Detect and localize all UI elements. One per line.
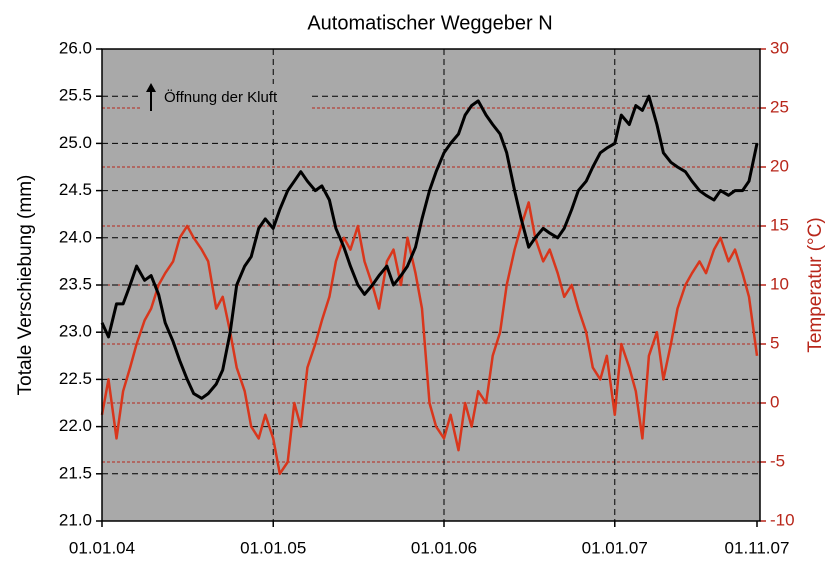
y2-tick-label: -10 bbox=[770, 510, 795, 529]
annotation-arrowhead bbox=[146, 83, 156, 92]
y-tick-label: 22.5 bbox=[59, 369, 92, 388]
y2-tick-label: 25 bbox=[770, 97, 789, 116]
x-tick-label: 01.01.06 bbox=[411, 538, 477, 557]
y2-axis-label: Temperatur (°C) bbox=[805, 217, 826, 352]
y2-tick-label: 0 bbox=[770, 392, 779, 411]
y-tick-label: 23.5 bbox=[59, 274, 92, 293]
plot-area bbox=[102, 49, 760, 521]
y-tick-label: 24.0 bbox=[59, 227, 92, 246]
x-tick-label: 01.01.04 bbox=[69, 538, 135, 557]
x-tick-label: 01.11.07 bbox=[725, 538, 790, 557]
y2-tick-label: 15 bbox=[770, 215, 789, 234]
y-tick-label: 21.5 bbox=[59, 463, 92, 482]
x-tick-label: 01.01.07 bbox=[582, 538, 648, 557]
y-tick-label: 24.5 bbox=[59, 180, 92, 199]
y-tick-label: 26.0 bbox=[59, 38, 92, 57]
chart-title: Automatischer Weggeber N bbox=[307, 12, 552, 34]
y-tick-label: 21.0 bbox=[59, 510, 92, 529]
y2-tick-label: 10 bbox=[770, 274, 789, 293]
y-tick-label: 23.0 bbox=[59, 322, 92, 341]
y2-tick-label: 20 bbox=[770, 156, 789, 175]
x-tick-label: 01.01.05 bbox=[240, 538, 306, 557]
y2-tick-label: 5 bbox=[770, 333, 779, 352]
series-line bbox=[100, 94, 759, 400]
y2-tick-label: -5 bbox=[770, 451, 785, 470]
y-axis-label: Totale Verschiebung (mm) bbox=[15, 175, 36, 396]
series-line bbox=[100, 201, 759, 476]
plot-frame bbox=[101, 48, 761, 522]
y-tick-label: 25.5 bbox=[59, 86, 92, 105]
y-tick-label: 25.0 bbox=[59, 133, 92, 152]
annotation-bg bbox=[142, 84, 310, 110]
y2-tick-label: 30 bbox=[770, 38, 789, 57]
y-tick-label: 22.0 bbox=[59, 416, 92, 435]
annotation: Öffnung der Kluft bbox=[164, 88, 278, 106]
